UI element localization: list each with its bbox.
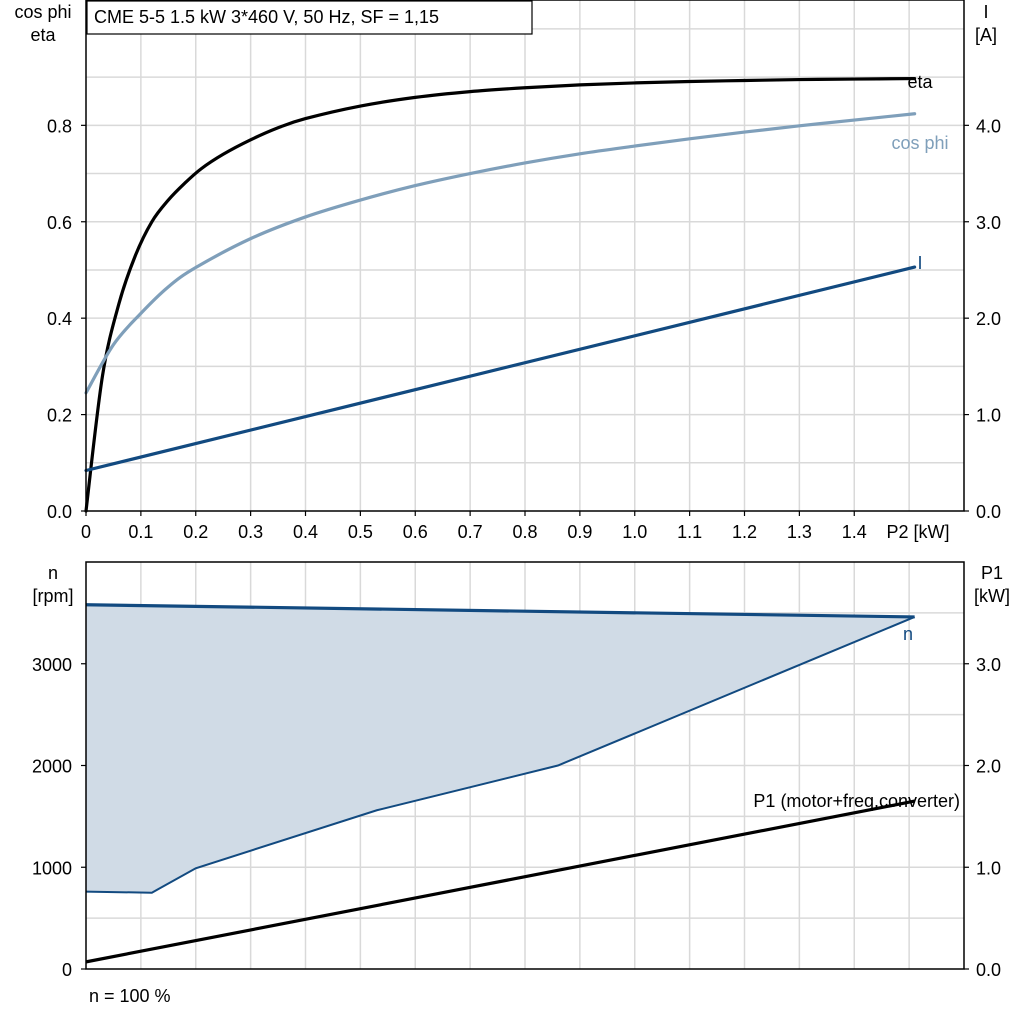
top-x-tick-label: 1.3: [787, 522, 812, 542]
top-right-tick-label: 1.0: [976, 406, 1001, 426]
top-x-tick-label: 0.4: [293, 522, 318, 542]
top-left-axis-label-1: cos phi: [14, 2, 71, 22]
top-left-axis-label-2: eta: [30, 25, 56, 45]
top-x-tick-label: 0: [81, 522, 91, 542]
top-left-tick-label: 0.4: [47, 309, 72, 329]
series-label-p1: P1 (motor+freq.converter): [753, 791, 960, 811]
bottom-right-tick-label: 1.0: [976, 858, 1001, 878]
top-left-tick-label: 0.0: [47, 502, 72, 522]
top-x-tick-label: 1.4: [842, 522, 867, 542]
top-x-tick-label: 1.2: [732, 522, 757, 542]
bottom-right-tick-label: 3.0: [976, 655, 1001, 675]
top-x-axis-label: P2 [kW]: [886, 522, 949, 542]
bottom-left-axis-label-2: [rpm]: [32, 586, 73, 606]
bottom-right-tick-labels: 0.0 1.0 2.0 3.0: [964, 655, 1001, 980]
bottom-right-tick-label: 2.0: [976, 757, 1001, 777]
current-curve: [84, 265, 917, 473]
p1-power-line: [85, 799, 915, 964]
series-label-cos-phi: cos phi: [891, 133, 948, 153]
cos-phi-curve: [84, 112, 917, 395]
top-right-tick-label: 4.0: [976, 116, 1001, 136]
bottom-right-axis-label-1: P1: [981, 563, 1003, 583]
bottom-right-tick-label: 0.0: [976, 960, 1001, 980]
speed-range-area: [86, 604, 915, 893]
series-label-speed: n: [903, 624, 913, 644]
top-x-tick-label: 0.1: [128, 522, 153, 542]
top-right-axis-label-1: I: [983, 2, 988, 22]
bottom-left-tick-label: 3000: [32, 655, 72, 675]
top-x-tick-label: 0.3: [238, 522, 263, 542]
series-label-eta: eta: [907, 72, 933, 92]
top-x-tick-label: 1.1: [677, 522, 702, 542]
bottom-left-tick-label: 2000: [32, 757, 72, 777]
max-speed-line: [85, 603, 915, 619]
top-x-tick-label: 0.9: [567, 522, 592, 542]
bottom-right-axis-label-2: [kW]: [974, 586, 1010, 606]
top-x-tick-label: 0.2: [183, 522, 208, 542]
eta-curve: [84, 76, 917, 513]
min-speed-line: [85, 616, 915, 894]
title-box: [86, 0, 533, 35]
series-label-current: I: [917, 253, 922, 273]
top-x-tick-label: 0.7: [458, 522, 483, 542]
top-x-tick-label: 0.5: [348, 522, 373, 542]
top-x-tick-label: 0.6: [403, 522, 428, 542]
bottom-panel: 0 1000 2000 3000 0.0 1.0 2.0 3.0 n [rpm] P1 [k…: [32, 561, 1010, 1006]
top-left-tick-label: 0.6: [47, 213, 72, 233]
top-right-axis-label-2: [A]: [975, 25, 997, 45]
top-left-tick-label: 0.8: [47, 116, 72, 136]
chart-title: CME 5-5 1.5 kW 3*460 V, 50 Hz, SF = 1,15: [94, 7, 439, 27]
top-panel: 0 0.1 0.2 0.3 0.4 0.5 0.6 0.7 0.8 0.9 1.0 1.1 1.2 1.3…: [14, 0, 1001, 542]
speed-footnote: n = 100 %: [89, 986, 171, 1006]
top-left-tick-label: 0.2: [47, 406, 72, 426]
top-x-tick-labels: 0 0.1 0.2 0.3 0.4 0.5 0.6 0.7 0.8 0.9 1.0 1.1 1.2 1.3…: [81, 511, 867, 542]
bottom-left-tick-label: 1000: [32, 858, 72, 878]
bottom-left-axis-label-1: n: [48, 563, 58, 583]
bottom-series: [85, 603, 915, 964]
top-right-tick-label: 3.0: [976, 213, 1001, 233]
bottom-left-tick-labels: 0 1000 2000 3000: [32, 655, 86, 980]
top-x-tick-label: 1.0: [622, 522, 647, 542]
bottom-left-tick-label: 0: [62, 960, 72, 980]
top-right-tick-label: 2.0: [976, 309, 1001, 329]
top-series: [84, 76, 917, 513]
top-right-tick-labels: 0.0 1.0 2.0 3.0 4.0: [964, 116, 1001, 522]
top-x-tick-label: 0.8: [512, 522, 537, 542]
top-right-tick-label: 0.0: [976, 502, 1001, 522]
top-left-tick-labels: 0.0 0.2 0.4 0.6 0.8: [47, 116, 86, 522]
